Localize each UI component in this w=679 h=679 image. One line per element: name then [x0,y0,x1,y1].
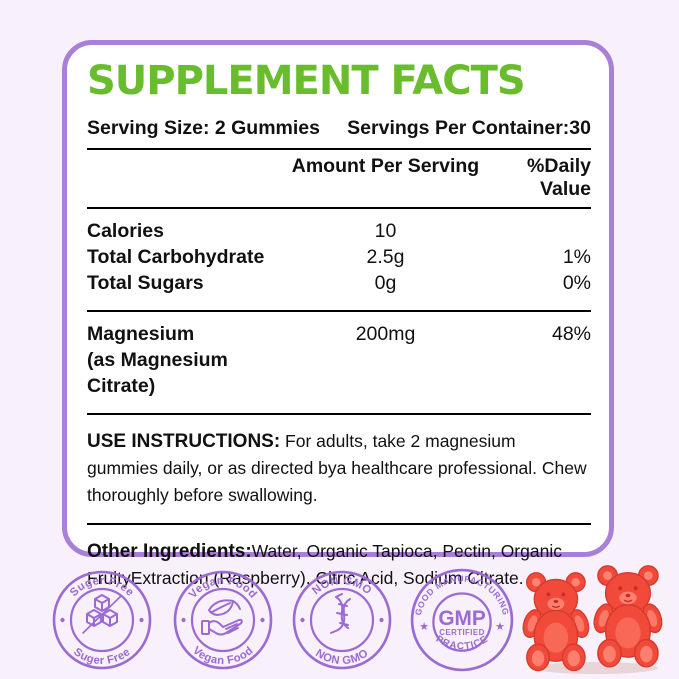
nutrient-amount: 200mg [355,323,416,345]
other-ingredients: Other Ingredients:Water, Organic Tapioca… [87,538,591,592]
nutrient-amount: 2.5g [366,246,405,268]
page-title: SUPPLEMENT FACTS [87,58,526,104]
nutrient-name: Total Sugars [87,272,204,294]
use-instructions-text: For adults, take 2 magnesium gummies dai… [87,431,587,505]
svg-text:★: ★ [495,621,505,631]
divider-4 [87,413,591,415]
nutrient-dv: 48% [551,323,591,345]
serving-row: Serving Size: 2 Gummies Servings Per Con… [87,117,591,140]
dna-helix-icon [330,593,351,634]
badge-dot [260,617,265,623]
non-gmo-badge: NON GMO NON GMO [292,570,392,670]
nutrient-amount: 10 [374,220,397,242]
badge-dot [181,617,186,623]
svg-text:Vegan Food: Vegan Food [190,645,256,668]
nutrient-dv: 1% [562,246,591,268]
hand-leaf-icon [201,599,243,636]
badge-dot [379,617,384,623]
divider-2 [87,207,591,209]
gmp-text: GMP [438,607,486,630]
table-row-sugars: Total Sugars 0g 0% [87,270,591,296]
gummy-bear-left [520,572,593,672]
daily-value-header: %Daily Value [527,155,591,200]
magnesium-source: (as Magnesium Citrate) [87,349,228,397]
certified-text: CERTIFIED [439,628,484,637]
nutrient-name: Total Carbohydrate [87,246,265,268]
use-instructions-label: USE INSTRUCTIONS: [87,431,281,452]
table-header-spacer [87,155,288,201]
table-row-magnesium: Magnesium (as Magnesium Citrate) 200mg 4… [87,321,591,399]
badge-bottom-text: Vegan Food [190,645,255,668]
nutrient-amount: 0g [374,272,397,294]
svg-text:★: ★ [419,621,429,631]
gmp-stars-icon: ★ ★ [419,621,505,631]
badge-dot [300,617,305,623]
sugar-free-badge: Suger Free Suger Free [52,570,152,670]
nutrient-name: Calories [87,220,164,242]
nutrient-dv: 0% [562,272,591,294]
table-header-row: Amount Per Serving %Daily Value [87,150,591,207]
badge-bottom-text: NON GMO [313,647,370,667]
badge-dot [60,617,65,623]
svg-text:NON GMO: NON GMO [313,647,370,667]
servings-per-container-text: Servings Per Container:30 [347,117,591,139]
vegan-food-badge: Vegan Food Vegan Food [173,570,273,670]
supplement-facts-card: SUPPLEMENT FACTS Serving Size: 2 Gummies… [62,40,614,588]
magnesium-name: Magnesium [87,323,195,345]
nutrient-rows: Calories 10 Total Carbohydrate 2.5g 1% T… [87,218,591,296]
other-ingredients-label: Other Ingredients: [87,541,252,562]
nutrient-name: Magnesium (as Magnesium Citrate) [87,321,288,399]
badge-dot [139,617,144,623]
table-row-calories: Calories 10 [87,218,591,244]
gummy-bear-right [590,565,666,668]
use-instructions: USE INSTRUCTIONS: For adults, take 2 mag… [87,428,591,509]
divider-1 [87,148,591,150]
amount-per-serving-header: Amount Per Serving [291,155,480,177]
other-ingredients-text: Water, Organic Tapioca, Pectin, Organic … [87,541,562,588]
sugar-cubes-crossed-icon [82,594,122,634]
gmp-certified-badge: GOOD MANUFACTURING PRACTICE GMP CERTIFIE… [410,568,514,672]
table-row-carbohydrate: Total Carbohydrate 2.5g 1% [87,244,591,270]
divider-5 [87,523,591,525]
gummy-bears-image [520,565,666,674]
nutrient-dv [483,218,591,244]
serving-size-text: Serving Size: 2 Gummies [87,117,321,139]
divider-3 [87,310,591,312]
